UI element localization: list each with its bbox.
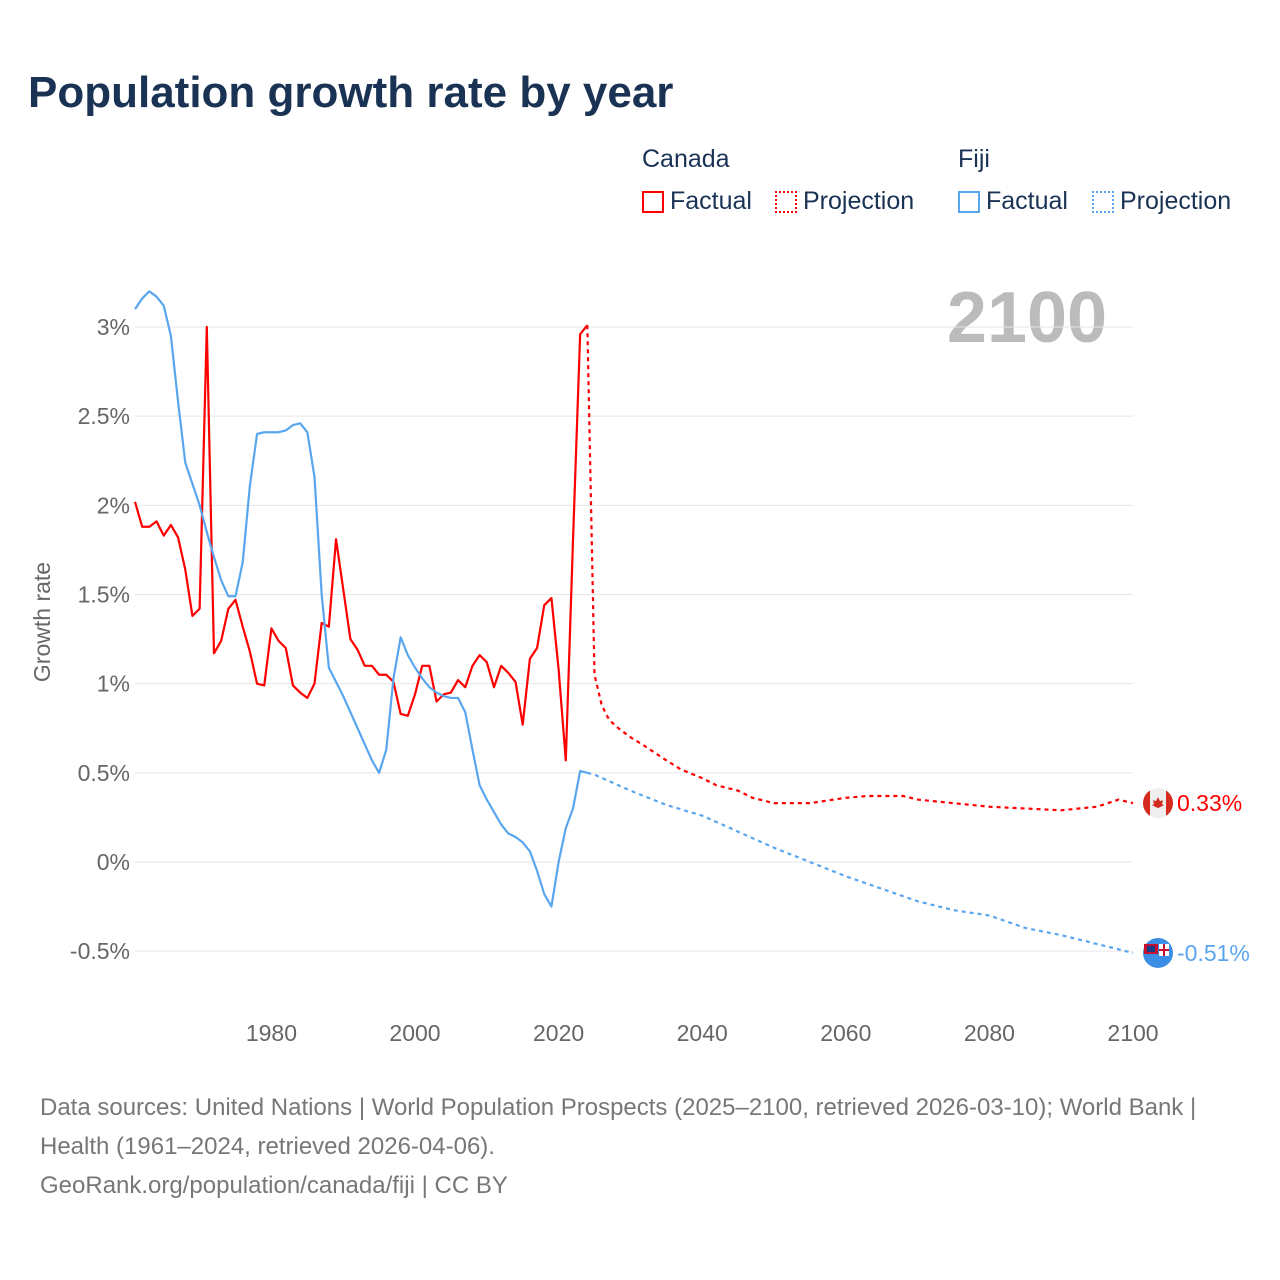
x-tick-label: 2000 [389, 1020, 440, 1046]
y-tick-label: 2.5% [78, 403, 130, 429]
canada-end-value-label: 0.33% [1177, 790, 1242, 816]
legend-label: Projection [803, 187, 915, 215]
credit-link[interactable]: GeoRank.org/population/canada/fiji | CC … [40, 1172, 508, 1199]
dotted-swatch-icon [1092, 190, 1114, 213]
chart-title: Population growth rate by year [28, 68, 674, 117]
canada-factual-line [133, 324, 589, 762]
x-tick-label: 1980 [246, 1020, 297, 1046]
y-tick-label: 0.5% [78, 760, 130, 786]
canada-flag-icon [1143, 788, 1173, 819]
current-year-label: 2100 [947, 278, 1107, 358]
legend-canada-factual[interactable]: Factual [642, 187, 752, 216]
legend-country-fiji: Fiji [958, 145, 990, 173]
dotted-swatch-icon [775, 190, 797, 213]
x-tick-label: 2040 [677, 1020, 728, 1046]
legend-label: Projection [1120, 187, 1232, 215]
y-tick-label: 1.5% [78, 582, 130, 608]
legend-label: Factual [670, 187, 752, 215]
x-tick-label: 2060 [820, 1020, 871, 1046]
legend-label: Factual [986, 187, 1068, 215]
fiji-projection-line [587, 771, 1134, 955]
x-tick-label: 2080 [964, 1020, 1015, 1046]
legend-fiji-factual[interactable]: Factual [958, 187, 1068, 216]
y-tick-label: 2% [97, 492, 130, 518]
y-tick-label: -0.5% [70, 938, 130, 964]
x-tick-label: 2020 [533, 1020, 584, 1046]
y-tick-label: 1% [97, 671, 130, 697]
y-tick-label: 0% [97, 849, 130, 875]
x-tick-label: 2100 [1107, 1020, 1158, 1046]
data-sources: Data sources: United Nations | World Pop… [40, 1094, 1197, 1160]
legend-canada-projection[interactable]: Projection [775, 187, 914, 216]
legend-fiji-projection[interactable]: Projection [1092, 187, 1231, 216]
solid-swatch-icon [642, 190, 664, 213]
footer: Data sources: United Nations | World Pop… [40, 1088, 1240, 1205]
legend-country-canada: Canada [642, 145, 730, 173]
solid-swatch-icon [958, 190, 980, 213]
fiji-end-value-label: -0.51% [1177, 940, 1250, 966]
y-axis-label: Growth rate [29, 562, 55, 682]
fiji-flag-icon [1143, 937, 1173, 968]
canada-projection-line [586, 325, 1134, 812]
y-tick-label: 3% [97, 314, 130, 340]
fiji-factual-line [134, 290, 588, 908]
